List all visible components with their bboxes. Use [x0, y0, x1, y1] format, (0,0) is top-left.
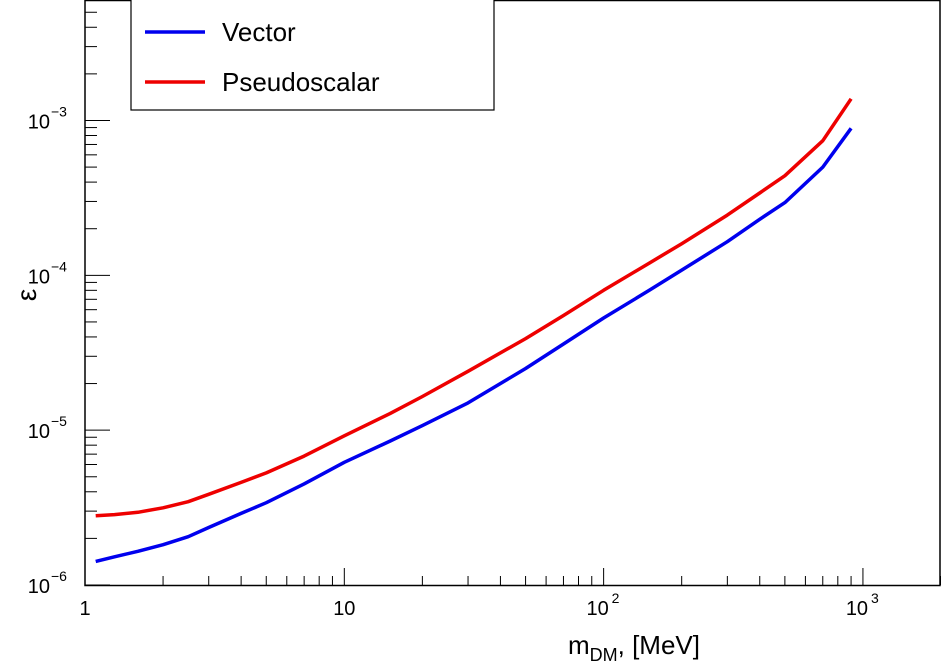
svg-text:2: 2	[612, 590, 620, 606]
x-tick-label: 1	[79, 598, 90, 620]
legend-label: Pseudoscalar	[222, 67, 380, 97]
svg-text:10: 10	[28, 111, 50, 133]
y-tick-label: 10 −6	[28, 568, 67, 598]
svg-text:10: 10	[28, 421, 50, 443]
y-tick-label: 10 −4	[28, 258, 67, 288]
series-line-pseudoscalar	[95, 97, 853, 518]
svg-text:10: 10	[333, 598, 355, 620]
svg-text:−3: −3	[51, 103, 67, 119]
y-axis-label: ε	[11, 289, 42, 301]
svg-text:−4: −4	[51, 258, 67, 274]
x-tick-label: 10	[333, 598, 355, 620]
svg-text:1: 1	[79, 598, 90, 620]
svg-text:3: 3	[871, 590, 879, 606]
x-tick-label: 10 3	[846, 590, 879, 620]
plot-frame	[84, 0, 941, 587]
svg-text:10: 10	[846, 598, 868, 620]
svg-text:−5: −5	[51, 413, 67, 429]
y-tick-label: 10 −3	[28, 103, 67, 133]
legend: Vector Pseudoscalar	[130, 0, 495, 111]
series-line-vector	[95, 127, 853, 564]
y-tick-label: 10 −5	[28, 413, 67, 443]
legend-label: Vector	[222, 17, 296, 47]
svg-text:10: 10	[28, 266, 50, 288]
x-tick-label: 10 2	[587, 590, 620, 620]
x-axis-label: mDM, [MeV]	[568, 630, 700, 664]
svg-text:−6: −6	[51, 568, 67, 584]
svg-text:10: 10	[28, 576, 50, 598]
svg-text:10: 10	[587, 598, 609, 620]
legend-box	[130, 0, 495, 111]
